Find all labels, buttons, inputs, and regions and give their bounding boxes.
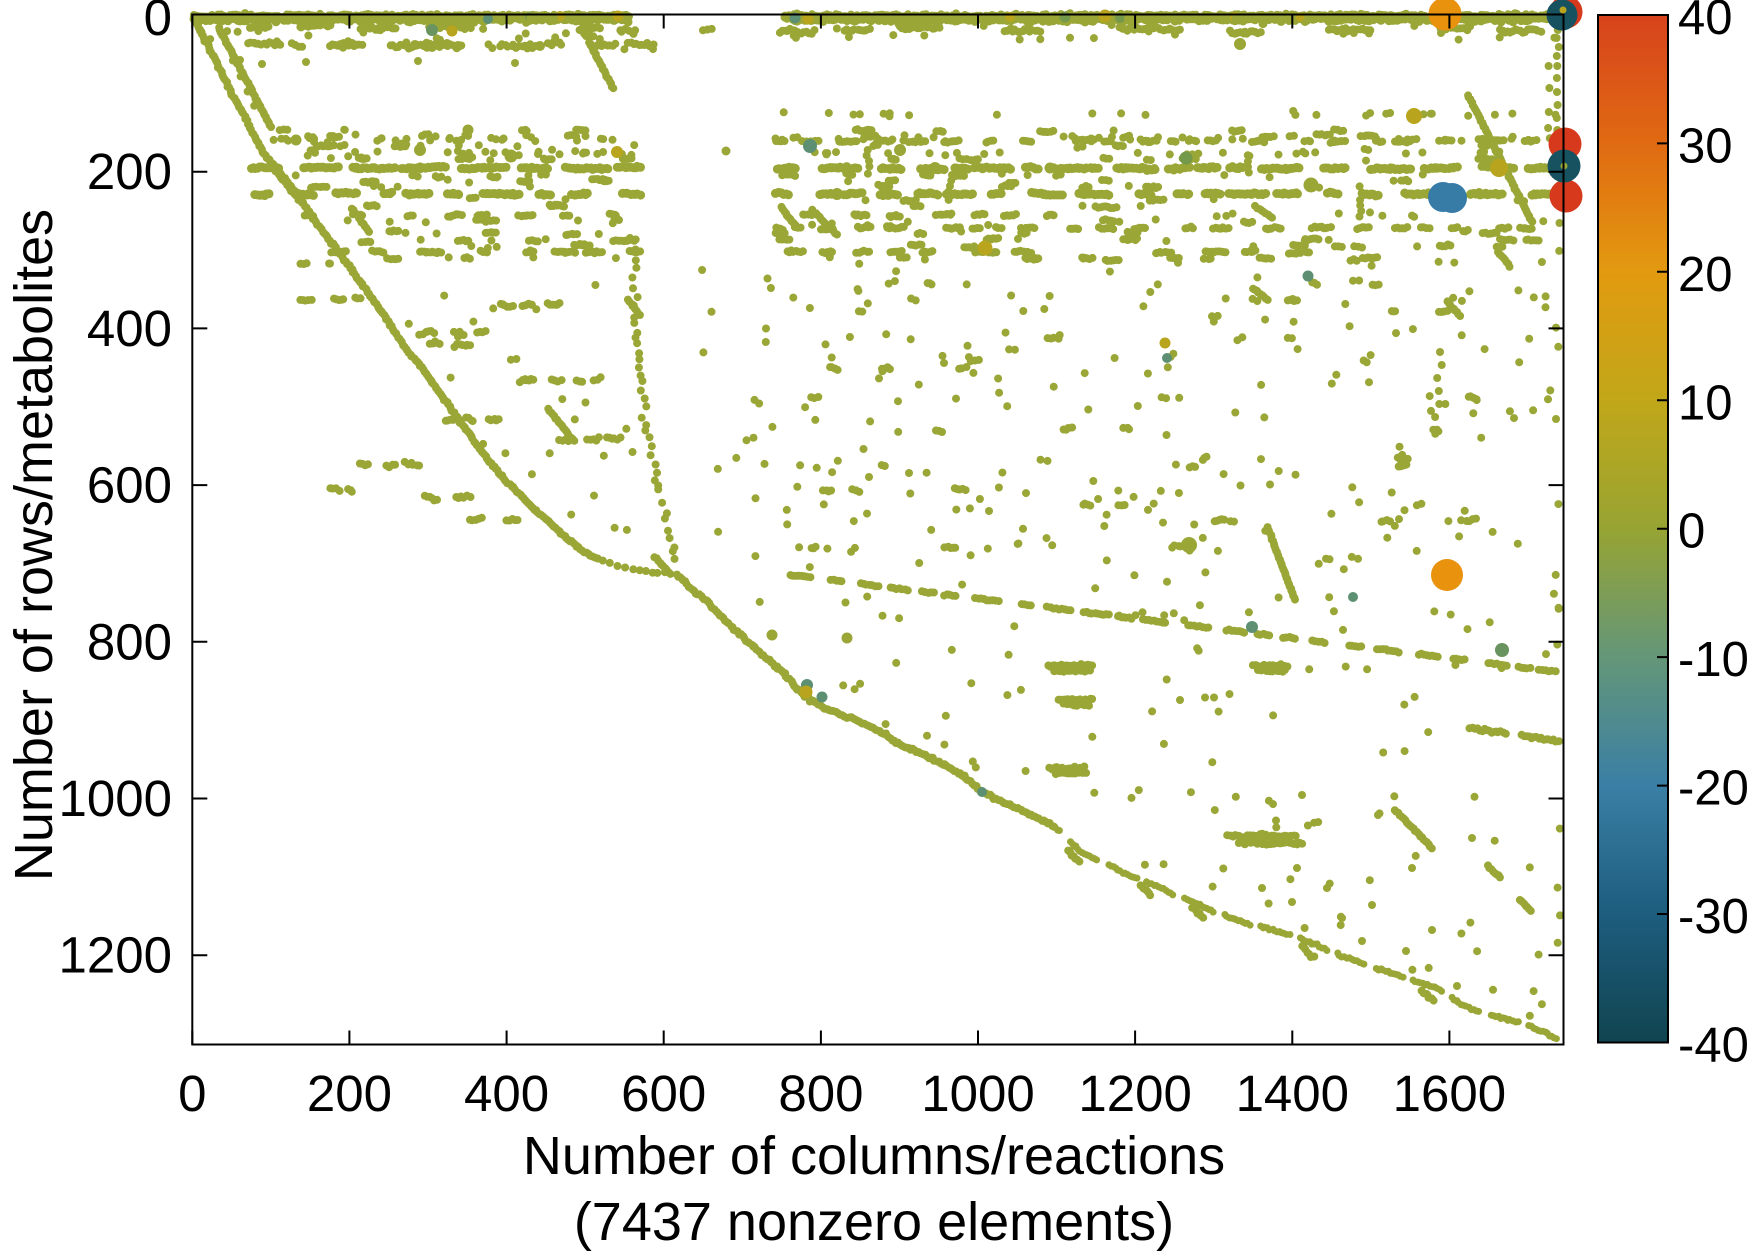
svg-text:200: 200 bbox=[87, 143, 172, 200]
svg-text:1200: 1200 bbox=[59, 927, 172, 984]
svg-text:40: 40 bbox=[1678, 0, 1733, 45]
svg-text:0: 0 bbox=[178, 1065, 206, 1122]
svg-text:Number of columns/reactions: Number of columns/reactions bbox=[523, 1126, 1225, 1186]
svg-text:1000: 1000 bbox=[921, 1065, 1034, 1122]
svg-text:400: 400 bbox=[464, 1065, 549, 1122]
svg-text:600: 600 bbox=[621, 1065, 706, 1122]
svg-text:600: 600 bbox=[87, 457, 172, 514]
svg-text:-20: -20 bbox=[1678, 762, 1747, 816]
svg-text:10: 10 bbox=[1678, 376, 1733, 430]
svg-text:-30: -30 bbox=[1678, 890, 1747, 944]
svg-text:800: 800 bbox=[87, 613, 172, 670]
svg-text:1200: 1200 bbox=[1078, 1065, 1191, 1122]
svg-text:(7437 nonzero elements): (7437 nonzero elements) bbox=[574, 1192, 1174, 1252]
svg-text:0: 0 bbox=[144, 0, 172, 46]
svg-text:-40: -40 bbox=[1678, 1019, 1747, 1073]
svg-text:800: 800 bbox=[778, 1065, 863, 1122]
svg-text:1000: 1000 bbox=[59, 770, 172, 827]
svg-text:1400: 1400 bbox=[1236, 1065, 1349, 1122]
svg-text:200: 200 bbox=[307, 1065, 392, 1122]
svg-text:20: 20 bbox=[1678, 248, 1733, 302]
svg-text:-10: -10 bbox=[1678, 633, 1747, 687]
svg-text:Number of rows/metabolites: Number of rows/metabolites bbox=[4, 209, 64, 881]
svg-text:400: 400 bbox=[87, 300, 172, 357]
svg-text:30: 30 bbox=[1678, 119, 1733, 173]
svg-text:0: 0 bbox=[1678, 505, 1705, 559]
svg-text:1600: 1600 bbox=[1393, 1065, 1506, 1122]
